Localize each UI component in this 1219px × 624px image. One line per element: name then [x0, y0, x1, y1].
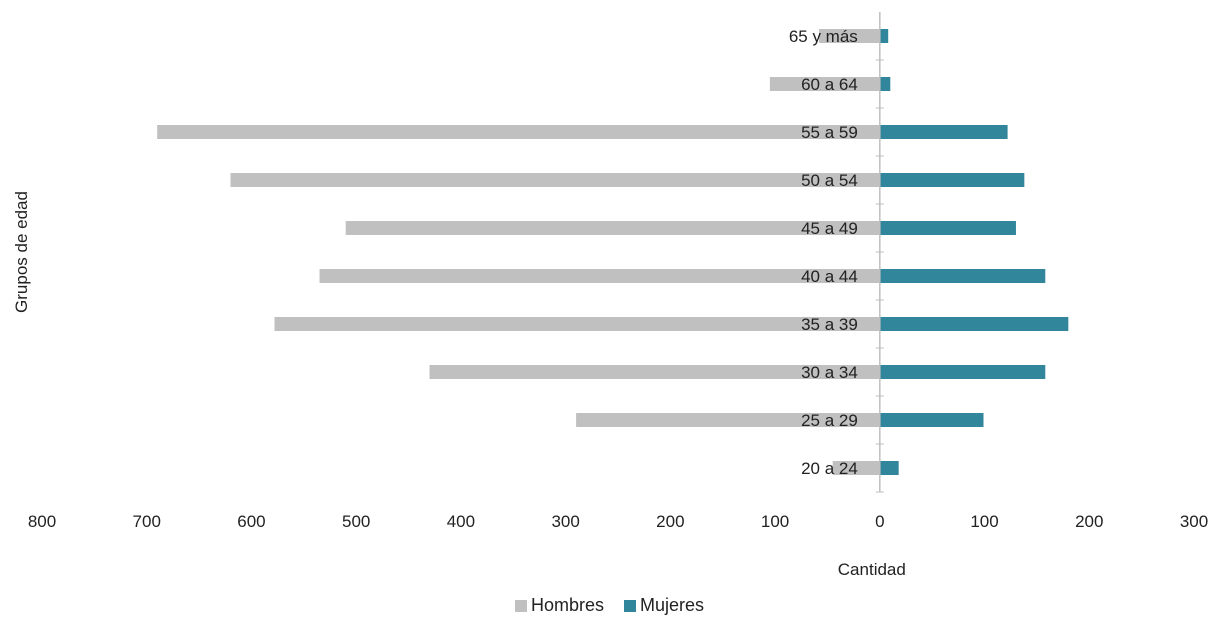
- x-tick-label-9: 100: [970, 512, 998, 531]
- bar-mujeres-0: [879, 461, 899, 475]
- y-axis-title: Grupos de edad: [12, 191, 31, 313]
- x-tick-label-5: 300: [551, 512, 579, 531]
- bar-hombres-4: [319, 269, 880, 283]
- x-tick-label-6: 200: [656, 512, 684, 531]
- bar-mujeres-6: [879, 173, 1025, 187]
- x-tick-label-0: 800: [28, 512, 56, 531]
- bar-hombres-2: [429, 365, 880, 379]
- bar-mujeres-7: [879, 125, 1008, 139]
- bar-mujeres-2: [879, 365, 1046, 379]
- bar-hombres-1: [576, 413, 880, 427]
- legend: Hombres Mujeres: [0, 595, 1219, 616]
- x-tick-label-11: 300: [1180, 512, 1208, 531]
- bar-hombres-3: [274, 317, 880, 331]
- legend-swatch-mujeres: [624, 599, 636, 612]
- x-tick-label-10: 200: [1075, 512, 1103, 531]
- x-tick-label-4: 400: [447, 512, 475, 531]
- category-label-6: 50 a 54: [801, 171, 858, 190]
- category-label-3: 35 a 39: [801, 315, 858, 334]
- x-tick-label-8: 0: [875, 512, 884, 531]
- bar-mujeres-3: [879, 317, 1069, 331]
- x-tick-label-7: 100: [761, 512, 789, 531]
- bar-hombres-9: [819, 29, 880, 43]
- category-label-8: 60 a 64: [801, 75, 858, 94]
- legend-item-mujeres: Mujeres: [624, 595, 704, 616]
- x-tick-label-1: 700: [133, 512, 161, 531]
- legend-swatch-hombres: [514, 599, 527, 612]
- bar-hombres-0: [832, 461, 880, 475]
- category-label-5: 45 a 49: [801, 219, 858, 238]
- x-tick-label-3: 500: [342, 512, 370, 531]
- legend-item-hombres: Hombres: [514, 595, 604, 616]
- bar-mujeres-5: [879, 221, 1016, 235]
- x-axis-title: Cantidad: [838, 560, 906, 579]
- category-label-1: 25 a 29: [801, 411, 858, 430]
- category-label-7: 55 a 59: [801, 123, 858, 142]
- category-label-9: 65 y más: [789, 27, 858, 46]
- x-tick-label-2: 600: [237, 512, 265, 531]
- bar-mujeres-8: [879, 77, 891, 91]
- legend-label-hombres: Hombres: [530, 595, 604, 615]
- bar-hombres-6: [230, 173, 880, 187]
- bar-mujeres-4: [879, 269, 1046, 283]
- bar-hombres-7: [157, 125, 880, 139]
- legend-label-mujeres: Mujeres: [640, 595, 705, 615]
- bar-hombres-5: [345, 221, 880, 235]
- bar-mujeres-9: [879, 29, 889, 43]
- category-label-4: 40 a 44: [801, 267, 858, 286]
- category-label-0: 20 a 24: [801, 459, 858, 478]
- bar-mujeres-1: [879, 413, 984, 427]
- category-label-2: 30 a 34: [801, 363, 858, 382]
- bar-hombres-8: [769, 77, 880, 91]
